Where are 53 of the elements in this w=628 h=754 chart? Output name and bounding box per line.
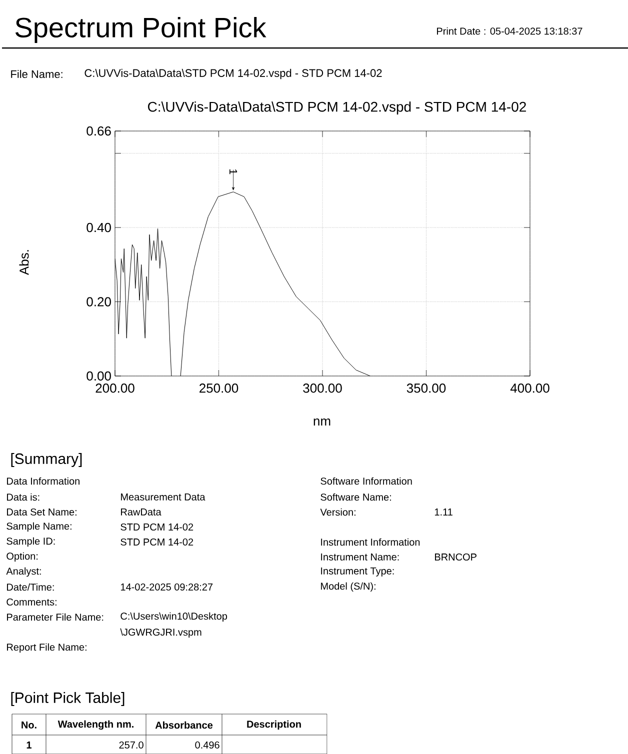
text: Software Information xyxy=(320,477,412,485)
chart-title: Spectrum Point Pick xyxy=(15,16,266,44)
text: 14-02-2025 09:28:27 xyxy=(120,583,213,591)
text: File Name: xyxy=(11,70,62,78)
text: RawData xyxy=(121,508,162,516)
x-tick-label: 250.00 xyxy=(200,384,238,393)
text: Sample ID: xyxy=(6,537,55,547)
text: C:\Users\win10\Desktop xyxy=(120,612,228,622)
text: Comments: xyxy=(6,598,56,606)
text: Description xyxy=(247,720,301,730)
text: Data Information xyxy=(7,477,80,485)
text: Instrument Name: xyxy=(321,554,399,560)
text: [Summary] xyxy=(11,453,82,467)
text: C:\UVVis-Data\Data\STD PCM 14-02.vspd - STD PCM 14-02 xyxy=(84,68,382,80)
text: 1.11 xyxy=(434,508,452,516)
annotation: 1 xyxy=(229,169,238,174)
x-tick-label: 400.00 xyxy=(510,384,550,393)
y-axis-title: Abs. xyxy=(19,250,29,275)
text: \JGWRGJRI.vspm xyxy=(120,628,202,638)
y-tick-label: 0.66 xyxy=(86,126,111,136)
text: Report File Name: xyxy=(7,643,86,653)
text: Measurement Data xyxy=(121,494,206,500)
y-tick-label: 0.20 xyxy=(86,297,111,306)
x-tick-label: 300.00 xyxy=(303,384,342,393)
text: Instrument Information xyxy=(321,538,420,546)
text: Date/Time: xyxy=(7,583,54,591)
text: Analyst: xyxy=(6,567,41,577)
y-tick-label: 0.00 xyxy=(86,371,111,381)
text: [Point Pick Table] xyxy=(11,692,124,706)
y-tick-label: 0.40 xyxy=(86,222,111,232)
text: 257.0 xyxy=(119,741,144,749)
text: 1 xyxy=(26,742,32,748)
text: Wavelength nm. xyxy=(58,720,134,730)
text: 0.496 xyxy=(195,741,220,749)
text: Absorbance xyxy=(155,721,213,729)
text: Sample Name: xyxy=(6,522,72,532)
text: No. xyxy=(22,722,36,728)
text: STD PCM 14-02 xyxy=(120,523,194,531)
text: STD PCM 14-02 xyxy=(120,538,194,546)
x-tick-label: 350.00 xyxy=(406,384,446,393)
text: Software Name: xyxy=(320,493,391,501)
text: BRNCOP xyxy=(435,553,476,561)
x-axis-title: nm xyxy=(314,418,330,426)
chart-subtitle: C:\UVVis-Data\Data\STD PCM 14-02.vspd - STD PCM 14-02 xyxy=(148,101,526,115)
text: Version: xyxy=(320,508,356,516)
text: Data is: xyxy=(7,493,40,501)
text: Print Date : 05-04-2025 13:18:37 xyxy=(437,27,582,35)
text: Data Set Name: xyxy=(7,508,76,516)
text: Option: xyxy=(6,552,38,562)
text: Model (S/N): xyxy=(321,582,376,592)
text: Parameter File Name: xyxy=(7,613,104,621)
x-tick-label: 200.00 xyxy=(96,384,134,393)
text: Instrument Type: xyxy=(321,568,394,576)
